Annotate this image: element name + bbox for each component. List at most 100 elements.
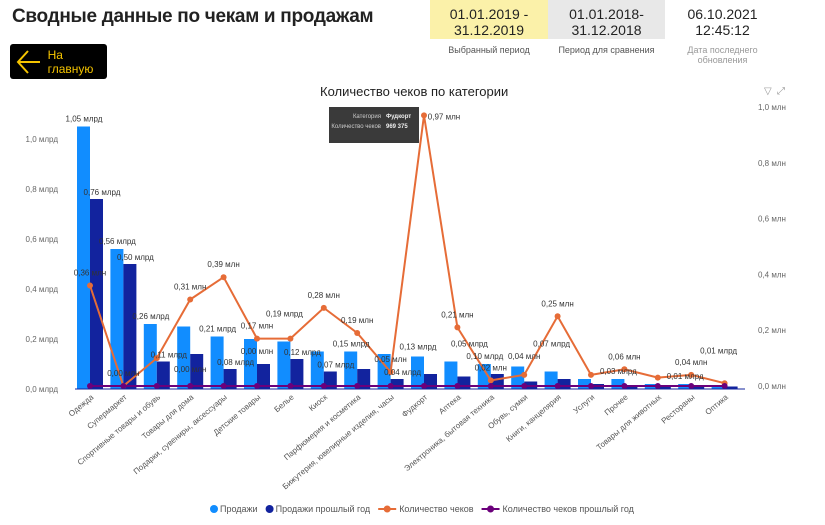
bar-sales-prev-year	[524, 381, 538, 389]
point-checks-prev-year	[421, 383, 427, 389]
point-checks-prev-year	[721, 383, 728, 389]
point-checks-prev-year	[588, 383, 594, 389]
bar-sales-prev-year	[390, 379, 404, 389]
chart-tooltip: Категория Фудкорт Количество чеков 969 375	[329, 107, 419, 143]
data-label: 0,28 млн	[308, 291, 340, 300]
left-axis-tick: 0,2 млрд	[26, 335, 59, 344]
point-checks-prev-year	[153, 383, 160, 389]
data-label: 0,03 млрд	[600, 367, 637, 376]
right-axis-tick: 0,4 млн	[758, 270, 786, 279]
data-label: 0,76 млрд	[84, 188, 121, 197]
data-label: 0,56 млрд	[99, 237, 136, 246]
data-label: 0,04 млрд	[384, 368, 421, 377]
x-axis-tick: Оптика	[704, 392, 731, 416]
bar-sales	[143, 324, 157, 389]
right-axis-tick: 0,8 млн	[758, 159, 786, 168]
x-axis-tick: Рестораны	[660, 392, 697, 425]
data-label: 0,04 млн	[675, 358, 707, 367]
legend-item: Продажи	[220, 504, 258, 514]
legend-marker	[383, 505, 391, 513]
left-axis-tick: 1,0 млрд	[26, 135, 59, 144]
point-checks-prev-year	[487, 383, 494, 389]
right-axis-tick: 0,0 млн	[758, 382, 786, 391]
x-axis-tick: Книги, канцелярия	[504, 393, 563, 444]
legend-item: Количество чеков прошлый год	[503, 504, 635, 514]
bar-sales-prev-year	[156, 361, 170, 389]
point-checks	[521, 371, 528, 378]
point-checks	[621, 366, 628, 373]
bar-sales-prev-year	[691, 386, 705, 389]
x-axis-tick: Обувь, сумки	[486, 393, 529, 431]
data-label: 0,00 млн	[174, 365, 206, 374]
point-checks-prev-year	[254, 383, 260, 389]
data-label: 0,05 млрд	[451, 340, 488, 349]
page-title: Сводные данные по чекам и продажам	[12, 6, 374, 27]
left-axis-tick: 0,0 млрд	[26, 385, 59, 394]
home-button[interactable]: На главную	[10, 44, 107, 79]
bar-sales	[77, 126, 90, 389]
point-checks	[588, 371, 594, 378]
right-axis-tick: 0,2 млн	[758, 326, 786, 335]
last-update-label: Дата последнего обновления	[687, 45, 758, 65]
legend-marker	[210, 505, 218, 513]
bar-sales	[244, 339, 257, 389]
last-update: 06.10.2021 12:45:12 Дата последнего обно…	[665, 0, 780, 65]
point-checks-prev-year	[621, 383, 628, 389]
data-label: 0,07 млрд	[317, 361, 354, 370]
data-label: 0,00 млн	[107, 369, 139, 378]
focus-mode-icon[interactable]: ⤢	[777, 86, 785, 97]
bar-sales-prev-year	[90, 199, 103, 389]
legend-marker	[487, 505, 495, 513]
data-label: 0,13 млрд	[400, 343, 437, 352]
point-checks	[387, 369, 394, 376]
point-checks	[254, 335, 260, 342]
bar-sales-prev-year	[457, 376, 471, 389]
data-label: 0,26 млрд	[132, 312, 169, 321]
data-label: 0,00 млн	[241, 347, 273, 356]
left-axis-tick: 0,8 млрд	[26, 185, 59, 194]
bar-sales	[511, 366, 525, 389]
point-checks-prev-year	[187, 383, 194, 389]
bar-sales-prev-year	[724, 386, 738, 389]
point-checks	[187, 296, 194, 303]
point-checks	[354, 329, 361, 336]
point-checks-prev-year	[287, 383, 294, 389]
bar-sales-prev-year	[424, 374, 437, 389]
filter-icon[interactable]: ▽	[764, 86, 772, 97]
left-axis-tick: 0,4 млрд	[26, 285, 59, 294]
tooltip-category-label: Категория	[352, 114, 381, 120]
data-label: 0,19 млрд	[266, 310, 303, 319]
bar-sales-prev-year	[657, 386, 671, 389]
line-checks	[89, 115, 725, 388]
legend-marker	[265, 505, 274, 513]
bar-sales-prev-year	[591, 384, 604, 389]
point-checks-prev-year	[387, 383, 394, 389]
point-checks-prev-year	[688, 383, 695, 389]
data-label: 1,05 млрд	[66, 115, 103, 124]
tooltip-count-label: Количество чеков	[331, 124, 381, 130]
data-label: 0,06 млн	[608, 352, 640, 361]
x-axis-tick: Парфюмерия и косметика	[282, 392, 363, 462]
data-label: 0,08 млрд	[217, 358, 254, 367]
bar-sales-prev-year	[290, 359, 304, 389]
bar-sales-prev-year	[624, 386, 638, 389]
data-label: 0,10 млрд	[466, 352, 503, 361]
x-axis-tick: Бижутерия, ювелирные изделия, часы	[281, 392, 396, 491]
data-label: 0,19 млн	[341, 316, 373, 325]
compare-period: 01.01.2018-31.12.2018 Период для сравнен…	[548, 0, 665, 55]
data-label: 0,36 млн	[74, 269, 106, 278]
x-axis-tick: Детские товары	[212, 392, 263, 437]
compare-period-label: Период для сравнения	[558, 45, 655, 55]
x-axis-tick: Белье	[272, 392, 296, 414]
data-label: 0,05 млн	[374, 355, 406, 364]
data-label: 0,12 млрд	[284, 348, 321, 357]
point-checks-prev-year	[354, 383, 361, 389]
point-checks	[287, 335, 294, 342]
data-label: 0,15 млрд	[333, 340, 370, 349]
data-label: 0,25 млн	[541, 299, 573, 308]
bar-sales	[578, 379, 591, 389]
bar-sales	[344, 351, 358, 389]
bar-sales	[711, 386, 725, 389]
x-axis-tick: Киоск	[307, 392, 329, 413]
